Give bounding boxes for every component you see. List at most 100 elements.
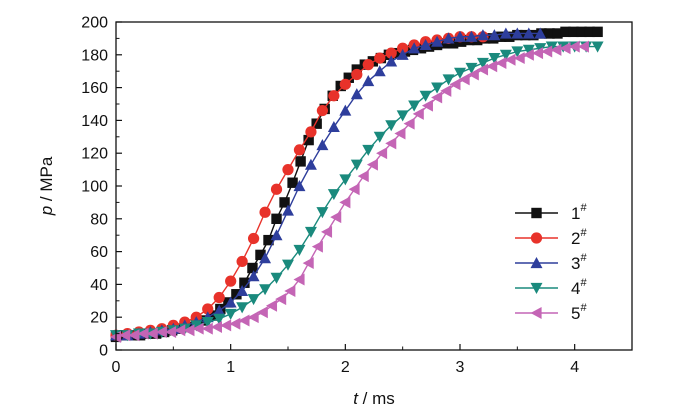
data-point [270,272,283,284]
data-point [499,49,512,61]
data-point [316,139,329,151]
data-point [385,120,398,132]
data-point [577,40,589,53]
data-point [183,324,195,337]
legend-label-superscript: # [580,202,587,214]
data-point [465,62,478,74]
legend-item-4: 4# [515,277,587,298]
data-point [357,170,369,183]
data-point [255,249,266,261]
legend-label-number: 1 [571,204,580,223]
legend-item-1: 1# [515,202,587,223]
data-point [522,44,535,56]
data-point [351,68,363,81]
legend-label-number: 5 [571,304,580,323]
data-point [339,174,352,186]
series-layer [110,26,604,343]
data-point [531,47,544,60]
legend-marker [531,207,542,219]
data-point [550,43,562,56]
data-point [238,314,250,327]
data-point [210,321,222,334]
data-point [282,163,294,176]
legend-label-number: 2 [571,229,580,248]
data-point [287,177,298,188]
data-point [192,322,204,335]
data-point [366,158,378,171]
data-point [236,302,249,314]
legend-label: 5# [571,302,587,323]
data-point [247,311,259,324]
data-point [376,147,388,160]
data-point [397,42,409,54]
data-point [327,189,340,201]
data-point [385,55,398,67]
data-point [541,45,553,58]
data-point [431,91,443,104]
data-point [391,47,403,59]
data-point [311,118,322,129]
y-tick-label: 120 [81,146,108,163]
data-point [504,53,516,66]
y-axis-unit: / MPa [37,156,56,206]
data-point [488,29,501,41]
plot-frame [115,21,633,351]
data-point [328,90,340,102]
data-point [128,329,140,342]
y-tick-label: 0 [99,343,108,360]
data-point [522,48,534,61]
data-point [339,104,352,116]
x-tick-label: 3 [456,359,465,376]
data-point [224,296,237,308]
legend-marker [530,257,543,269]
data-point [528,29,539,41]
legend-item-3: 3# [515,252,587,273]
data-point [476,29,489,41]
data-point [373,131,386,143]
data-point [592,26,603,38]
data-point [454,67,466,79]
data-point [552,28,563,39]
data-point [408,100,421,112]
data-point [465,30,478,42]
y-tick-label: 20 [90,310,108,327]
data-point [213,291,225,304]
data-point [419,38,432,51]
data-point [373,65,386,77]
data-point [270,183,283,195]
data-point [271,213,282,224]
x-axis-unit: / ms [358,389,395,408]
data-point [442,74,455,86]
data-point [362,59,374,71]
y-tick-label: 60 [90,244,108,261]
data-point [119,329,131,342]
y-axis-variable: p [37,206,56,216]
data-point [231,289,242,300]
data-point [263,234,274,246]
data-point [327,120,340,133]
data-point [350,159,363,171]
y-tick-label: 180 [81,47,108,64]
y-tick-label: 140 [81,113,108,130]
data-point [350,88,363,100]
data-point [440,84,452,97]
data-point [385,137,397,150]
data-point [174,324,186,337]
data-point [330,211,342,224]
data-point [305,126,317,138]
x-tick-label: 4 [570,359,579,376]
data-point [146,327,158,340]
data-point [316,104,329,117]
data-point [591,41,604,53]
legend-marker [530,232,543,244]
data-point [239,277,250,288]
data-point [476,57,489,69]
data-point [442,32,455,44]
y-tick-label: 80 [90,211,108,228]
legend: 1# 2 #3# 4# 5# [515,202,587,323]
data-point [293,180,306,192]
data-point [408,42,421,54]
x-tick-label: 0 [112,359,121,376]
data-point [247,232,260,245]
